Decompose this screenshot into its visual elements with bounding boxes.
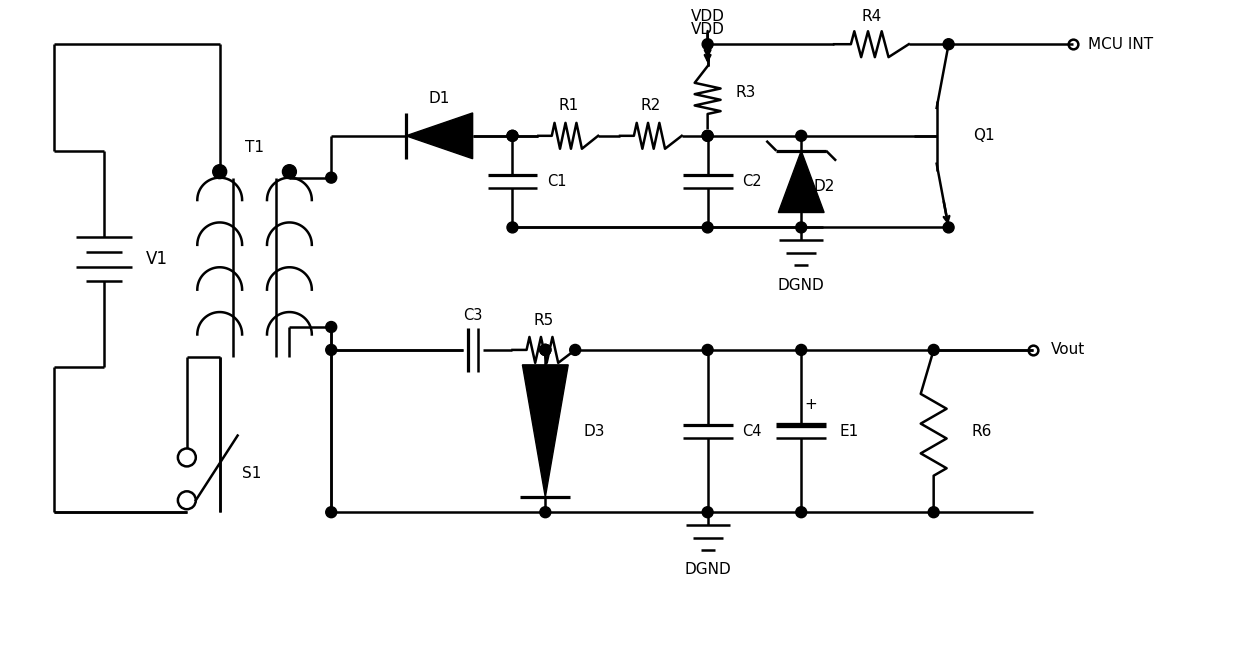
Circle shape [702, 345, 713, 356]
Circle shape [326, 507, 337, 517]
Text: R4: R4 [862, 9, 882, 24]
Circle shape [507, 130, 518, 141]
Text: VDD: VDD [691, 22, 724, 37]
Circle shape [326, 172, 337, 183]
Circle shape [702, 130, 713, 141]
Text: R5: R5 [533, 312, 554, 328]
Circle shape [507, 222, 518, 233]
Circle shape [702, 39, 713, 50]
Circle shape [569, 345, 580, 356]
Circle shape [944, 222, 954, 233]
Circle shape [213, 164, 227, 179]
Text: R3: R3 [735, 84, 756, 100]
Text: Q1: Q1 [973, 128, 996, 143]
Circle shape [539, 345, 551, 356]
Text: D1: D1 [429, 92, 450, 107]
Circle shape [539, 345, 551, 356]
Circle shape [929, 507, 939, 517]
Text: VDD: VDD [691, 9, 724, 24]
Text: D3: D3 [583, 424, 605, 439]
Circle shape [326, 345, 337, 356]
Text: +: + [805, 397, 817, 412]
Circle shape [929, 345, 939, 356]
Text: E1: E1 [839, 424, 858, 439]
Circle shape [507, 130, 518, 141]
Text: Vout: Vout [1052, 343, 1085, 358]
Circle shape [283, 164, 296, 179]
Circle shape [539, 507, 551, 517]
Polygon shape [405, 113, 472, 159]
Text: R2: R2 [641, 98, 661, 113]
Text: C4: C4 [743, 424, 761, 439]
Circle shape [944, 39, 954, 50]
Circle shape [796, 507, 807, 517]
Text: D2: D2 [813, 179, 835, 194]
Circle shape [702, 130, 713, 141]
Circle shape [702, 507, 713, 517]
Text: V1: V1 [146, 250, 167, 268]
Circle shape [796, 222, 807, 233]
Text: R1: R1 [558, 98, 578, 113]
Circle shape [796, 345, 807, 356]
Circle shape [796, 130, 807, 141]
Text: S1: S1 [242, 466, 260, 481]
Text: C2: C2 [743, 174, 763, 189]
Circle shape [326, 322, 337, 333]
Text: C1: C1 [547, 174, 567, 189]
Text: T1: T1 [246, 140, 264, 155]
Text: DGND: DGND [777, 278, 825, 293]
Polygon shape [779, 151, 825, 212]
Text: DGND: DGND [684, 563, 732, 578]
Text: MCU INT: MCU INT [1087, 37, 1153, 52]
Polygon shape [522, 365, 568, 497]
Text: C3: C3 [463, 308, 482, 322]
Circle shape [702, 222, 713, 233]
Text: R6: R6 [971, 424, 992, 439]
Circle shape [539, 345, 551, 356]
